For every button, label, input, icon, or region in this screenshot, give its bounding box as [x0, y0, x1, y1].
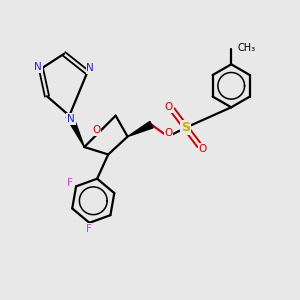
Polygon shape — [66, 114, 84, 147]
Text: N: N — [86, 63, 94, 73]
Text: O: O — [199, 143, 207, 154]
Text: O: O — [165, 102, 173, 112]
Text: N: N — [67, 114, 75, 124]
Text: O: O — [164, 128, 172, 138]
Text: S: S — [181, 121, 190, 134]
Text: F: F — [86, 224, 92, 234]
Polygon shape — [128, 122, 153, 136]
Text: N: N — [34, 62, 42, 72]
Text: CH₃: CH₃ — [238, 43, 256, 53]
Text: F: F — [67, 178, 73, 188]
Text: O: O — [92, 125, 100, 135]
